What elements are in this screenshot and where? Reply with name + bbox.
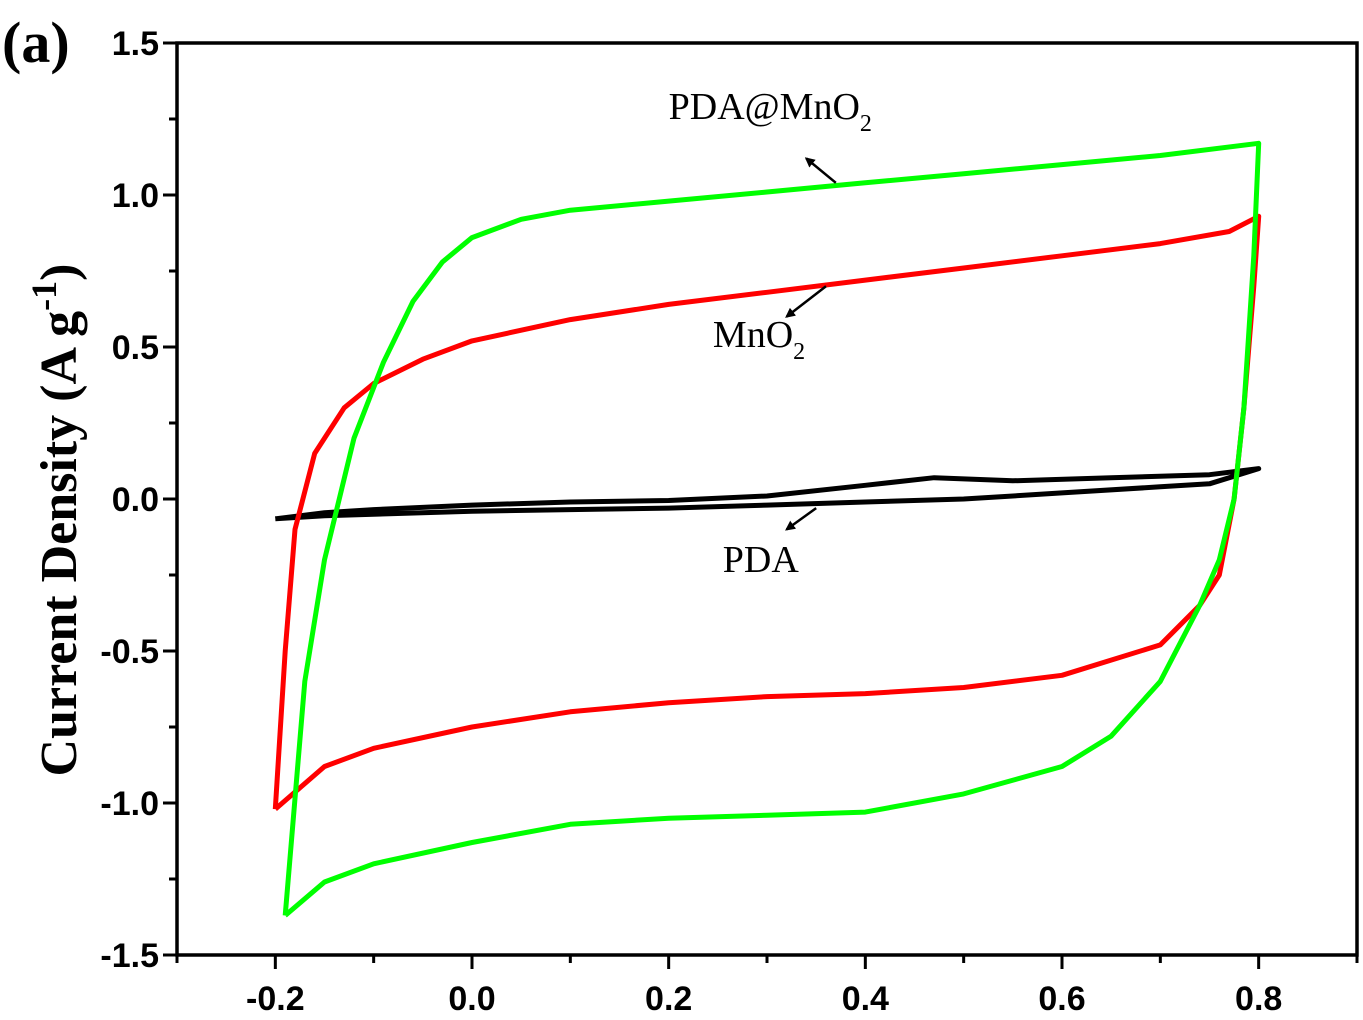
y-tick-label-6: 1.5	[112, 25, 159, 63]
series-line-1	[272, 213, 1262, 811]
y-tick-label-4: 0.5	[112, 329, 159, 367]
annotation-label-main-2: PDA	[723, 539, 800, 581]
series-line-0	[274, 466, 1262, 522]
annotation-label-0: PDA@MnO2	[669, 86, 872, 137]
annotation-label-main-0: PDA@MnO	[669, 86, 860, 128]
axes-frame	[175, 41, 1359, 957]
x-tick-label-2: 0.2	[645, 980, 692, 1018]
y-axis-label: Current Density (A g-1)	[24, 264, 88, 777]
y-tick-label-0: -1.5	[100, 937, 159, 975]
annotation-label-2: PDA	[723, 539, 800, 581]
axes: -0.2 0.0 0.2 0.4 0.6 0.8 -1.5 -1.0 -0.5 0.0 0.5 1.0…	[100, 25, 1359, 1018]
series-line-2	[282, 140, 1262, 918]
panel-label: (a)	[2, 10, 70, 75]
annotation-label-1: MnO2	[713, 314, 805, 365]
y-tick-label-3: 0.0	[112, 481, 159, 519]
x-tick-label-0: -0.2	[246, 980, 305, 1018]
annotation-arrow-1	[785, 285, 827, 318]
x-tick-label-1: 0.0	[448, 980, 495, 1018]
annotation-arrow-0	[804, 157, 837, 184]
y-axis-label-main: Current Density (A g	[31, 311, 88, 777]
y-axis-label-close: )	[31, 264, 88, 281]
annotation-label-main-1: MnO	[713, 314, 793, 356]
annotation-arrow-2	[785, 507, 817, 531]
x-tick-label-5: 0.8	[1235, 980, 1282, 1018]
y-tick-label-2: -0.5	[100, 633, 159, 671]
y-tick-label-1: -1.0	[100, 785, 159, 823]
y-axis-label-sup: -1	[24, 281, 64, 311]
x-tick-label-4: 0.6	[1038, 980, 1085, 1018]
y-tick-label-5: 1.0	[112, 177, 159, 215]
annotation-label-sub-0: 2	[860, 111, 872, 137]
annotation-label-sub-1: 2	[793, 339, 805, 365]
x-tick-label-3: 0.4	[842, 980, 889, 1018]
